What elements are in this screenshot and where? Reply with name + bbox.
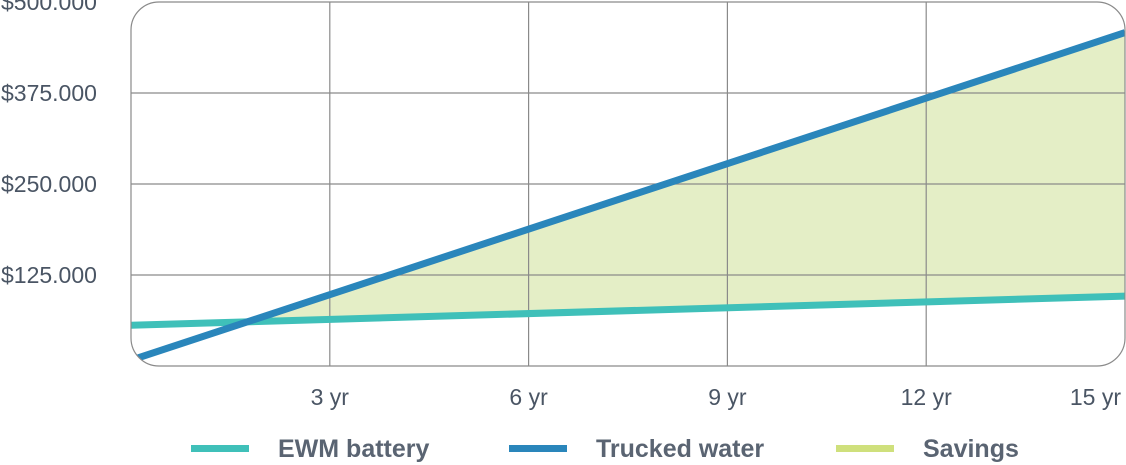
x-tick-label: 9 yr	[708, 384, 747, 410]
trucked-water-line	[131, 29, 1125, 366]
legend-label: Savings	[923, 435, 1019, 463]
ewm-battery-line	[131, 292, 1125, 330]
y-tick-label: $125.000	[1, 262, 97, 288]
legend-swatch	[836, 445, 894, 452]
x-axis-tick-labels: 3 yr 6 yr 9 yr 12 yr 15 yr	[311, 384, 1122, 410]
x-tick-label: 6 yr	[509, 384, 548, 410]
y-tick-label: $500.000	[1, 0, 97, 15]
y-axis-tick-labels: $125.000 $250.000 $375.000 $500.000	[1, 0, 97, 288]
series-lines	[131, 29, 1125, 366]
x-tick-label: 15 yr	[1070, 384, 1121, 410]
y-tick-label: $250.000	[1, 171, 97, 197]
plot-area	[131, 2, 1125, 366]
legend-swatch	[191, 445, 249, 452]
legend-label: Trucked water	[596, 435, 764, 463]
plot-frame	[130, 1, 1126, 367]
legend-swatch	[509, 445, 567, 452]
x-tick-label: 3 yr	[311, 384, 350, 410]
legend-label: EWM battery	[278, 435, 430, 463]
horizontal-gridlines	[131, 92, 1125, 276]
legend: EWM battery Trucked water Savings	[191, 435, 1019, 463]
x-tick-label: 12 yr	[901, 384, 952, 410]
y-tick-label: $375.000	[1, 80, 97, 106]
